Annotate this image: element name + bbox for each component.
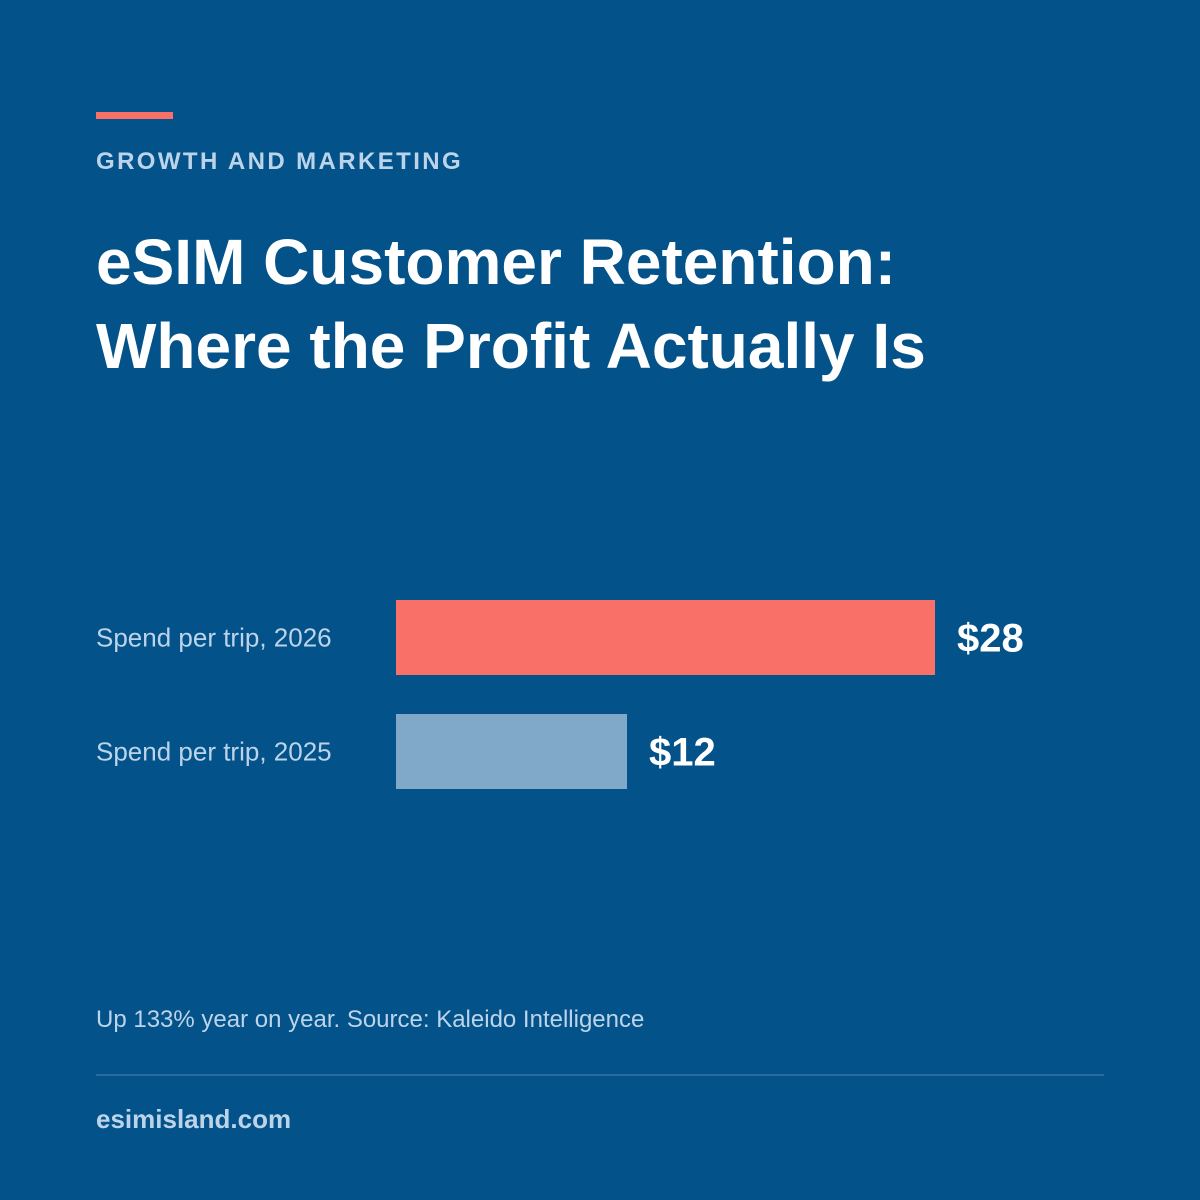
- bar-value-label: $28: [957, 617, 1024, 661]
- accent-bar: [96, 112, 173, 119]
- category-label: GROWTH AND MARKETING: [96, 148, 464, 175]
- bar: [396, 714, 627, 789]
- bar: [396, 600, 935, 675]
- bar-value-label: $12: [649, 731, 716, 775]
- bar-category-label: Spend per trip, 2025: [96, 737, 332, 767]
- title-line-2: Where the Profit Actually Is: [96, 310, 926, 382]
- site-url: esimisland.com: [96, 1104, 292, 1134]
- source-note: Up 133% year on year. Source: Kaleido In…: [96, 1006, 645, 1033]
- title-line-1: eSIM Customer Retention:: [96, 226, 897, 298]
- bar-category-label: Spend per trip, 2026: [96, 623, 332, 653]
- footer-divider: [96, 1074, 1104, 1076]
- page-title: eSIM Customer Retention: Where the Profi…: [96, 220, 1116, 388]
